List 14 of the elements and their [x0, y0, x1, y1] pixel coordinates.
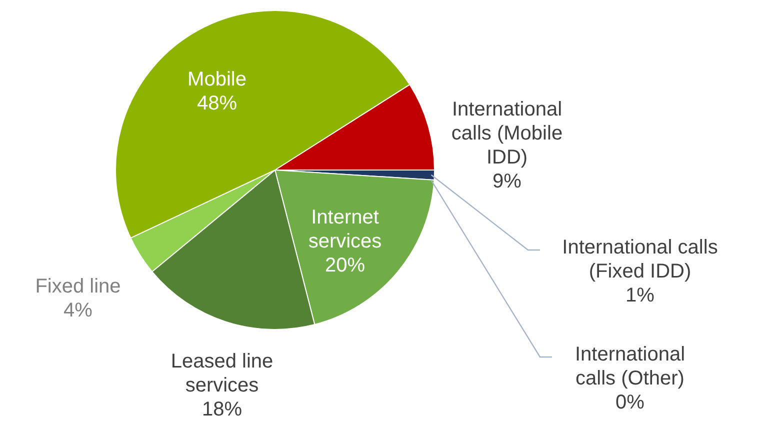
slice-label: Mobile	[188, 68, 246, 91]
text: 0%	[616, 392, 644, 414]
slice-label: Fixed line	[35, 276, 121, 298]
data-label: 48%	[196, 92, 238, 115]
slice-label: International calls (Fixed IDD)	[562, 236, 718, 283]
slice-label: Leased line services	[170, 350, 274, 397]
slice-label: International calls (Mobile IDD)	[451, 98, 563, 169]
category-label: International calls (Other)	[574, 344, 686, 390]
data-label: 1%	[626, 284, 655, 307]
data-label: 18%	[202, 398, 242, 421]
data-label: 9%	[492, 170, 522, 193]
slice-label: Internet services	[308, 206, 382, 253]
data-label: 4%	[64, 300, 93, 322]
data-label: 20%	[324, 254, 366, 277]
